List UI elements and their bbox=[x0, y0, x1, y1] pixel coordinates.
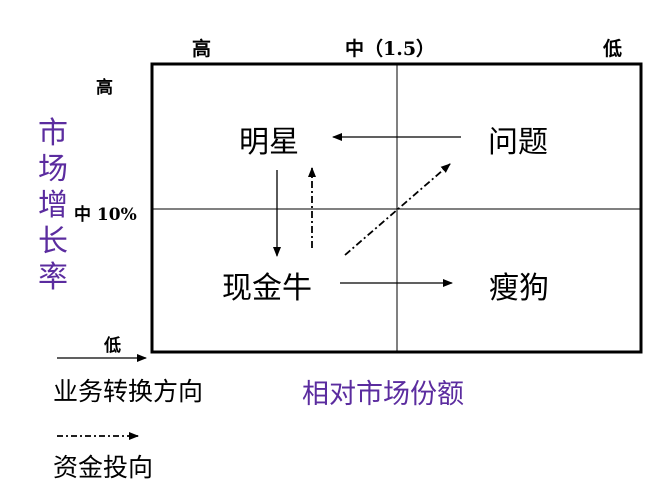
quadrant-star: 明星 bbox=[239, 125, 299, 160]
x-axis-title: 相对市场份额 bbox=[302, 379, 464, 410]
quadrant-cash-cow: 现金牛 bbox=[222, 271, 312, 306]
side-label-high: 高 bbox=[96, 78, 113, 98]
y-axis-title: 市 场 增 长 率 bbox=[36, 116, 70, 296]
capital-arrow-cash-cow-to-question bbox=[344, 163, 451, 256]
top-label-high: 高 bbox=[192, 38, 212, 60]
top-label-mid: 中（1.5） bbox=[345, 38, 436, 60]
side-label-mid: 中 10% bbox=[74, 205, 137, 225]
legend-capital-flow: 资金投向 bbox=[53, 453, 154, 482]
y-axis-title-char: 场 bbox=[38, 152, 68, 187]
y-axis-title-char: 率 bbox=[38, 260, 68, 295]
y-axis-title-char: 长 bbox=[38, 224, 68, 259]
y-axis-title-char: 增 bbox=[38, 188, 68, 223]
legend-business-transition: 业务转换方向 bbox=[53, 377, 204, 406]
quadrant-dog: 瘦狗 bbox=[489, 271, 549, 306]
quadrant-question: 问题 bbox=[488, 125, 548, 160]
top-label-low: 低 bbox=[603, 38, 623, 60]
y-axis-title-char: 市 bbox=[38, 116, 68, 151]
side-label-low: 低 bbox=[104, 336, 121, 356]
